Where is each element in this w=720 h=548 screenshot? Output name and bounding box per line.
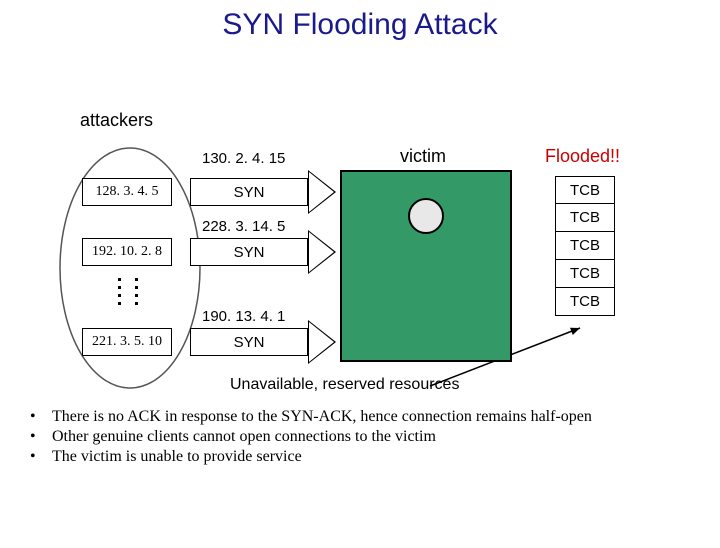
diagram-stage: attackers victim Flooded!! TCBTCBTCBTCBT… [0, 68, 720, 548]
bullet-list: •There is no ACK in response to the SYN-… [30, 408, 690, 468]
syn-arrow-body: SYN [190, 238, 308, 266]
spoofed-ip-label: 228. 3. 14. 5 [202, 218, 285, 235]
spoofed-ip-label: 190. 13. 4. 1 [202, 308, 285, 325]
vertical-dots-1 [118, 278, 121, 310]
tcb-cell: TCB [556, 288, 614, 316]
syn-arrow-body: SYN [190, 328, 308, 356]
tcb-cell: TCB [556, 232, 614, 260]
attacker-box: 128. 3. 4. 5 [82, 178, 172, 206]
flooded-label: Flooded!! [545, 146, 620, 167]
victim-circle [408, 198, 444, 234]
tcb-cell: TCB [556, 176, 614, 204]
tcb-cell: TCB [556, 204, 614, 232]
attackers-label: attackers [80, 110, 153, 131]
tcb-column: TCBTCBTCBTCBTCB [555, 176, 615, 316]
page-title: SYN Flooding Attack [0, 8, 720, 42]
bullet-item: •Other genuine clients cannot open conne… [30, 428, 690, 446]
vertical-dots-2 [135, 278, 138, 310]
tcb-cell: TCB [556, 260, 614, 288]
bullet-item: •There is no ACK in response to the SYN-… [30, 408, 690, 426]
syn-arrow-head [308, 230, 336, 274]
syn-arrow-body: SYN [190, 178, 308, 206]
attacker-box: 192. 10. 2. 8 [82, 238, 172, 266]
bullet-item: •The victim is unable to provide service [30, 448, 690, 466]
victim-label: victim [400, 146, 446, 167]
attacker-box: 221. 3. 5. 10 [82, 328, 172, 356]
spoofed-ip-label: 130. 2. 4. 15 [202, 150, 285, 167]
unavailable-label: Unavailable, reserved resources [230, 376, 459, 394]
syn-arrow-head [308, 170, 336, 214]
syn-arrow-head [308, 320, 336, 364]
